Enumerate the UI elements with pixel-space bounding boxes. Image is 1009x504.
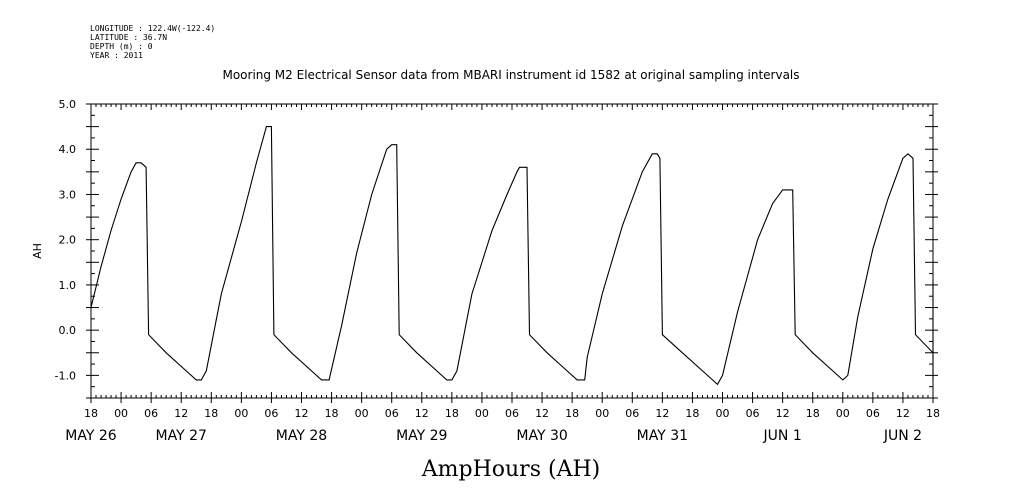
longitude-label: LONGITUDE : 122.4W(-122.4) <box>90 24 215 33</box>
x-tick-label: 18 <box>806 407 820 420</box>
y-tick-label: 4.0 <box>59 143 77 156</box>
date-label: MAY 30 <box>516 428 567 444</box>
x-tick-label: 06 <box>866 407 880 420</box>
x-tick-label: 06 <box>625 407 639 420</box>
year-label: YEAR : 2011 <box>90 51 143 60</box>
x-tick-label: 00 <box>114 407 128 420</box>
plot-frame <box>90 103 934 399</box>
x-tick-label: 00 <box>355 407 369 420</box>
y-axis-label: AH <box>31 243 44 259</box>
date-label: MAY 27 <box>156 428 207 444</box>
x-tick-label: 18 <box>565 407 579 420</box>
date-labels: MAY 26 MAY 27 MAY 28 MAY 29 MAY 30 MAY 31 JUN … <box>65 428 922 444</box>
date-label: MAY 29 <box>396 428 447 444</box>
x-tick-label: 00 <box>716 407 730 420</box>
x-tick-label: 18 <box>926 407 940 420</box>
x-tick-label: 06 <box>264 407 278 420</box>
x-tick-label: 06 <box>505 407 519 420</box>
x-tick-label: 12 <box>776 407 790 420</box>
x-tick-label: 06 <box>385 407 399 420</box>
x-tick-label: 12 <box>415 407 429 420</box>
y-tick-label: -1.0 <box>55 369 76 382</box>
x-tick-label: 12 <box>655 407 669 420</box>
date-label: MAY 28 <box>276 428 327 444</box>
latitude-label: LATITUDE : 36.7N <box>90 33 167 42</box>
x-tick-label: 00 <box>836 407 850 420</box>
header-info: LONGITUDE : 122.4W(-122.4) LATITUDE : 36… <box>90 24 215 60</box>
x-tick-label: 06 <box>144 407 158 420</box>
x-tick-label: 06 <box>746 407 760 420</box>
date-label: JUN 2 <box>883 428 922 444</box>
x-tick-label: 12 <box>535 407 549 420</box>
depth-label: DEPTH (m) : 0 <box>90 42 153 51</box>
x-axis-label: AmpHours (AH) <box>421 457 600 482</box>
x-tick-label: 00 <box>475 407 489 420</box>
y-tick-label: 1.0 <box>59 279 77 292</box>
x-tick-label: 12 <box>174 407 188 420</box>
axis-ticks <box>86 103 938 403</box>
chart-title: Mooring M2 Electrical Sensor data from M… <box>222 68 799 82</box>
y-tick-label: 2.0 <box>59 234 77 247</box>
series-line <box>90 126 934 386</box>
y-tick-label: 3.0 <box>59 188 77 201</box>
x-tick-label: 12 <box>896 407 910 420</box>
x-tick-label: 18 <box>685 407 699 420</box>
y-tick-label: 0.0 <box>59 324 77 337</box>
x-tick-label: 18 <box>84 407 98 420</box>
x-tick-label: 18 <box>325 407 339 420</box>
x-tick-label: 18 <box>445 407 459 420</box>
x-tick-label: 00 <box>234 407 248 420</box>
x-tick-label: 12 <box>295 407 309 420</box>
x-tick-label: 18 <box>204 407 218 420</box>
date-label: MAY 31 <box>637 428 688 444</box>
x-tick-label: 00 <box>595 407 609 420</box>
y-tick-labels: -1.0 0.0 1.0 2.0 3.0 4.0 5.0 <box>55 98 76 382</box>
date-label: MAY 26 <box>65 428 116 444</box>
y-tick-label: 5.0 <box>59 98 77 111</box>
date-label: JUN 1 <box>763 428 802 444</box>
x-tick-labels: 18 00 06 12 18 00 06 12 18 00 06 12 18 00 06 12 18 00 06 12… <box>84 407 940 420</box>
